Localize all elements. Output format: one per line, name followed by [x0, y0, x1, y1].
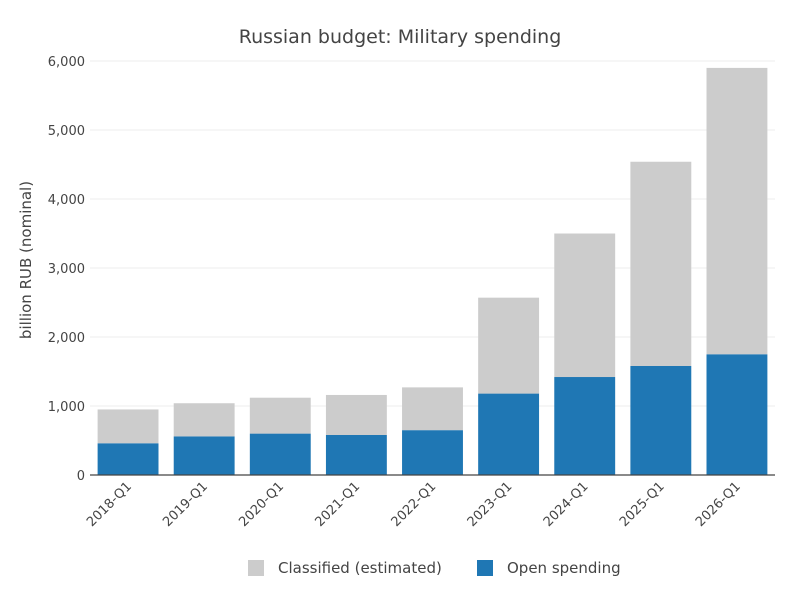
- x-tick-label: 2019-Q1: [160, 479, 211, 530]
- y-tick-label: 4,000: [48, 193, 85, 208]
- x-tick-label: 2022-Q1: [389, 479, 440, 530]
- bar-open-spending-2019-q1: [173, 436, 235, 475]
- chart-title: Russian budget: Military spending: [239, 26, 562, 48]
- x-tick-label: 2024-Q1: [541, 479, 592, 530]
- bar-open-spending-2025-q1: [630, 365, 692, 475]
- bar-classified-estimated-2025-q1: [630, 161, 692, 366]
- y-tick-label: 5,000: [48, 124, 85, 139]
- bar-open-spending-2020-q1: [249, 433, 311, 475]
- y-tick-label: 3,000: [48, 262, 85, 277]
- x-tick-label: 2025-Q1: [617, 479, 668, 530]
- y-tick-labels: 0 1,000 2,000 3,000 4,000 5,000 6,000: [48, 55, 85, 484]
- bar-open-spending-2026-q1: [706, 354, 768, 475]
- bar-open-spending-2021-q1: [325, 434, 387, 475]
- bar-classified-estimated-2021-q1: [325, 394, 387, 435]
- bar-classified-estimated-2024-q1: [554, 233, 616, 378]
- bar-classified-estimated-2026-q1: [706, 67, 768, 355]
- legend-swatch: [248, 560, 264, 576]
- bar-classified-estimated-2022-q1: [402, 387, 463, 431]
- bars: [97, 67, 768, 475]
- legend: Classified (estimated) Open spending: [248, 559, 621, 577]
- legend-label: Open spending: [507, 559, 621, 577]
- bar-open-spending-2023-q1: [478, 393, 540, 475]
- bar-open-spending-2022-q1: [402, 430, 463, 475]
- x-tick-label: 2020-Q1: [236, 479, 287, 530]
- bar-classified-estimated-2023-q1: [478, 297, 540, 394]
- y-tick-label: 6,000: [48, 55, 85, 70]
- legend-swatch: [477, 560, 493, 576]
- bar-classified-estimated-2019-q1: [173, 403, 235, 437]
- y-tick-label: 0: [77, 469, 85, 484]
- y-axis-label: billion RUB (nominal): [17, 181, 35, 339]
- bar-open-spending-2018-q1: [97, 443, 159, 475]
- y-tick-label: 1,000: [48, 400, 85, 415]
- x-tick-label: 2026-Q1: [693, 479, 744, 530]
- x-tick-label: 2018-Q1: [84, 479, 135, 530]
- x-tick-labels: 2018-Q1 2019-Q1 2020-Q1 2021-Q1 2022-Q1 2023-…: [84, 479, 744, 530]
- bar-classified-estimated-2020-q1: [249, 397, 311, 434]
- x-tick-label: 2023-Q1: [465, 479, 516, 530]
- bar-classified-estimated-2018-q1: [97, 409, 159, 444]
- x-tick-label: 2021-Q1: [312, 479, 363, 530]
- y-tick-label: 2,000: [48, 331, 85, 346]
- legend-label: Classified (estimated): [278, 559, 442, 577]
- bar-open-spending-2024-q1: [554, 377, 616, 475]
